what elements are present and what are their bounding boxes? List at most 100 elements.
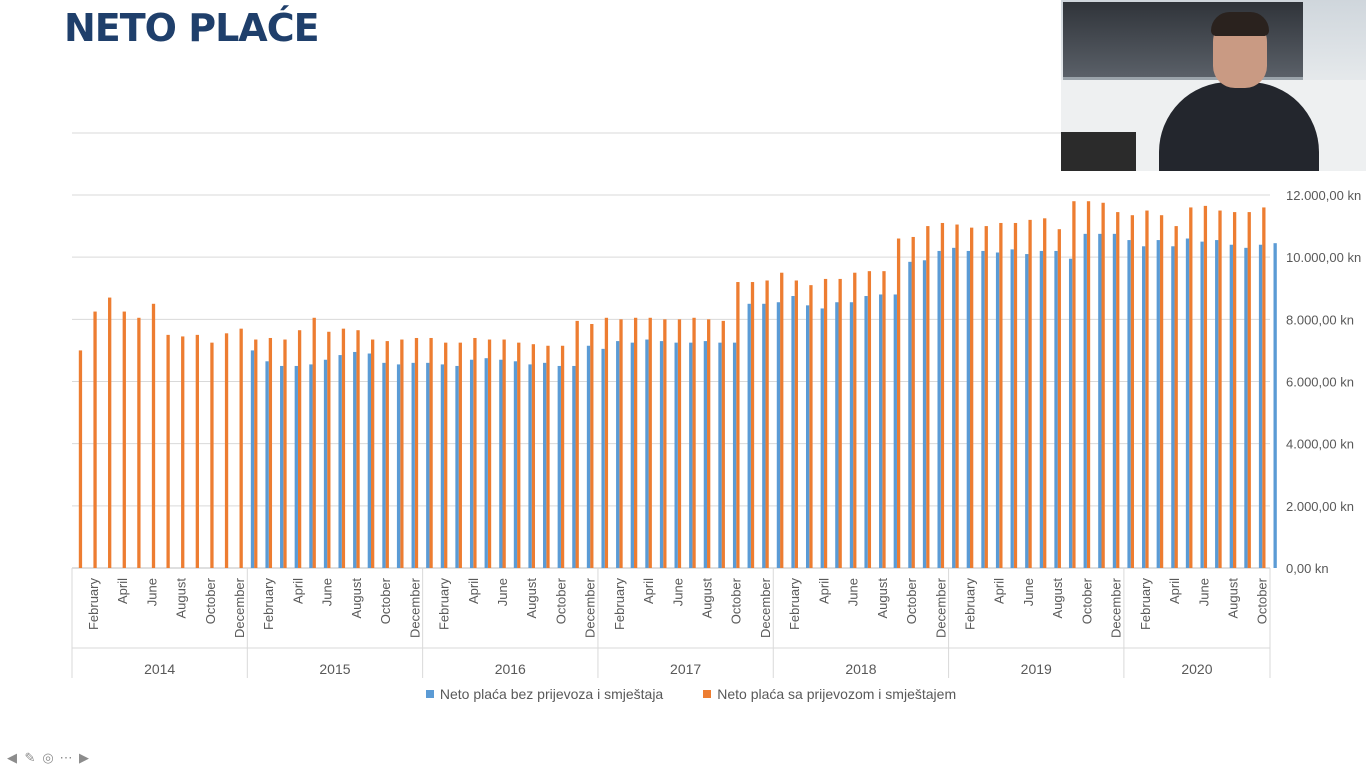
- x-tick-label: February: [437, 578, 452, 631]
- bar-without-transport: [367, 353, 371, 568]
- x-tick-label: August: [1225, 578, 1240, 619]
- bar-without-transport: [1171, 246, 1175, 568]
- x-tick-label: August: [349, 578, 364, 619]
- bar-with-transport: [224, 333, 229, 568]
- bar-with-transport: [619, 319, 623, 568]
- bar-without-transport: [280, 365, 284, 568]
- bar-with-transport: [239, 328, 243, 568]
- bar-without-transport: [776, 302, 781, 568]
- bar-with-transport: [794, 280, 798, 568]
- bar-with-transport: [1086, 201, 1091, 568]
- bar-with-transport: [970, 227, 974, 568]
- bar-without-transport: [1273, 243, 1277, 568]
- bar-with-transport: [940, 222, 945, 568]
- bar-with-transport: [590, 323, 594, 568]
- pointer-icon[interactable]: ◎: [42, 750, 54, 765]
- x-tick-label: December: [232, 577, 247, 638]
- bar-with-transport: [1159, 215, 1164, 568]
- bar-without-transport: [879, 294, 883, 568]
- bar-with-transport: [1116, 212, 1120, 569]
- bar-without-transport: [1244, 247, 1248, 568]
- bar-without-transport: [338, 355, 342, 568]
- slideshow-controls: ◀ ✎ ◎ ⋯ ▶: [4, 750, 92, 766]
- x-tick-label: October: [203, 577, 218, 624]
- bar-without-transport: [908, 261, 912, 568]
- bar-without-transport: [396, 364, 401, 568]
- bar-without-transport: [630, 342, 634, 568]
- bar-without-transport: [718, 342, 722, 568]
- legend-item-blue: Neto plaća bez prijevoza i smještaja: [425, 686, 663, 702]
- bar-without-transport: [265, 361, 269, 568]
- bar-with-transport: [1232, 212, 1237, 569]
- bar-without-transport: [484, 358, 488, 568]
- bar-with-transport: [838, 278, 842, 568]
- x-tick-label: June: [495, 578, 510, 606]
- bar-without-transport: [995, 252, 1000, 569]
- x-tick-label: April: [115, 578, 130, 604]
- y-tick-label: 0,00 kn: [1286, 561, 1329, 576]
- x-axis-labels: February April June August October December Fe…: [86, 577, 1270, 638]
- bar-without-transport: [1098, 233, 1102, 568]
- bar-with-transport: [385, 341, 389, 568]
- bar-with-transport: [823, 278, 828, 568]
- legend-swatch-orange: [703, 690, 712, 698]
- x-tick-label: August: [875, 578, 890, 619]
- bar-without-transport: [864, 296, 868, 568]
- x-tick-label: December: [407, 577, 422, 638]
- bar-without-transport: [1142, 246, 1146, 568]
- bar-with-transport: [108, 297, 112, 568]
- bar-with-transport: [458, 342, 462, 568]
- x-tick-label: April: [290, 578, 305, 604]
- bar-with-transport: [984, 226, 988, 569]
- year-label: 2017: [670, 661, 701, 677]
- bar-without-transport: [1010, 249, 1014, 569]
- bar-with-transport: [1174, 226, 1178, 569]
- x-tick-label: June: [1021, 578, 1036, 606]
- x-tick-label: August: [524, 578, 539, 619]
- bar-with-transport: [560, 345, 565, 568]
- bar-with-transport: [575, 320, 579, 568]
- arrow-left-icon[interactable]: ◀: [7, 750, 17, 765]
- x-tick-label: December: [583, 577, 598, 638]
- bar-with-transport: [254, 339, 258, 568]
- bar-without-transport: [1229, 244, 1233, 568]
- webcam-background-window: [1063, 2, 1303, 80]
- bar-with-transport: [604, 317, 609, 568]
- bar-without-transport: [1258, 244, 1263, 568]
- bar-with-transport: [429, 337, 433, 568]
- bar-without-transport: [323, 359, 328, 568]
- bar-with-transport: [1101, 202, 1105, 569]
- year-label: 2016: [495, 661, 526, 677]
- bar-with-transport: [1247, 212, 1251, 569]
- bar-with-transport: [648, 317, 652, 568]
- bar-with-transport: [999, 222, 1003, 568]
- bar-without-transport: [893, 294, 897, 568]
- x-tick-label: October: [729, 577, 744, 624]
- bar-without-transport: [659, 341, 664, 568]
- webcam-overlay: [1061, 0, 1366, 171]
- bar-without-transport: [952, 247, 956, 568]
- bar-without-transport: [469, 359, 474, 568]
- y-tick-label: 6.000,00 kn: [1286, 375, 1354, 390]
- legend-label-orange: Neto plaća sa prijevozom i smještajem: [717, 686, 957, 702]
- bar-without-transport: [1068, 258, 1073, 568]
- bar-without-transport: [1200, 241, 1204, 568]
- bar-with-transport: [546, 345, 550, 568]
- bar-with-transport: [444, 342, 448, 568]
- pen-icon[interactable]: ✎: [24, 750, 36, 765]
- bar-with-transport: [633, 317, 638, 568]
- bar-without-transport: [674, 342, 678, 568]
- bar-with-transport: [1203, 205, 1208, 569]
- arrow-right-icon[interactable]: ▶: [79, 750, 89, 765]
- more-icon[interactable]: ⋯: [59, 750, 73, 765]
- bar-without-transport: [689, 342, 693, 568]
- bar-with-transport: [268, 337, 273, 568]
- bar-with-transport: [1072, 201, 1076, 568]
- bar-without-transport: [309, 364, 313, 568]
- bar-with-transport: [882, 271, 886, 568]
- bar-with-transport: [122, 311, 126, 568]
- bar-with-transport: [283, 339, 287, 568]
- x-tick-label: April: [1167, 578, 1182, 604]
- x-tick-label: April: [816, 578, 831, 604]
- x-tick-label: December: [758, 577, 773, 638]
